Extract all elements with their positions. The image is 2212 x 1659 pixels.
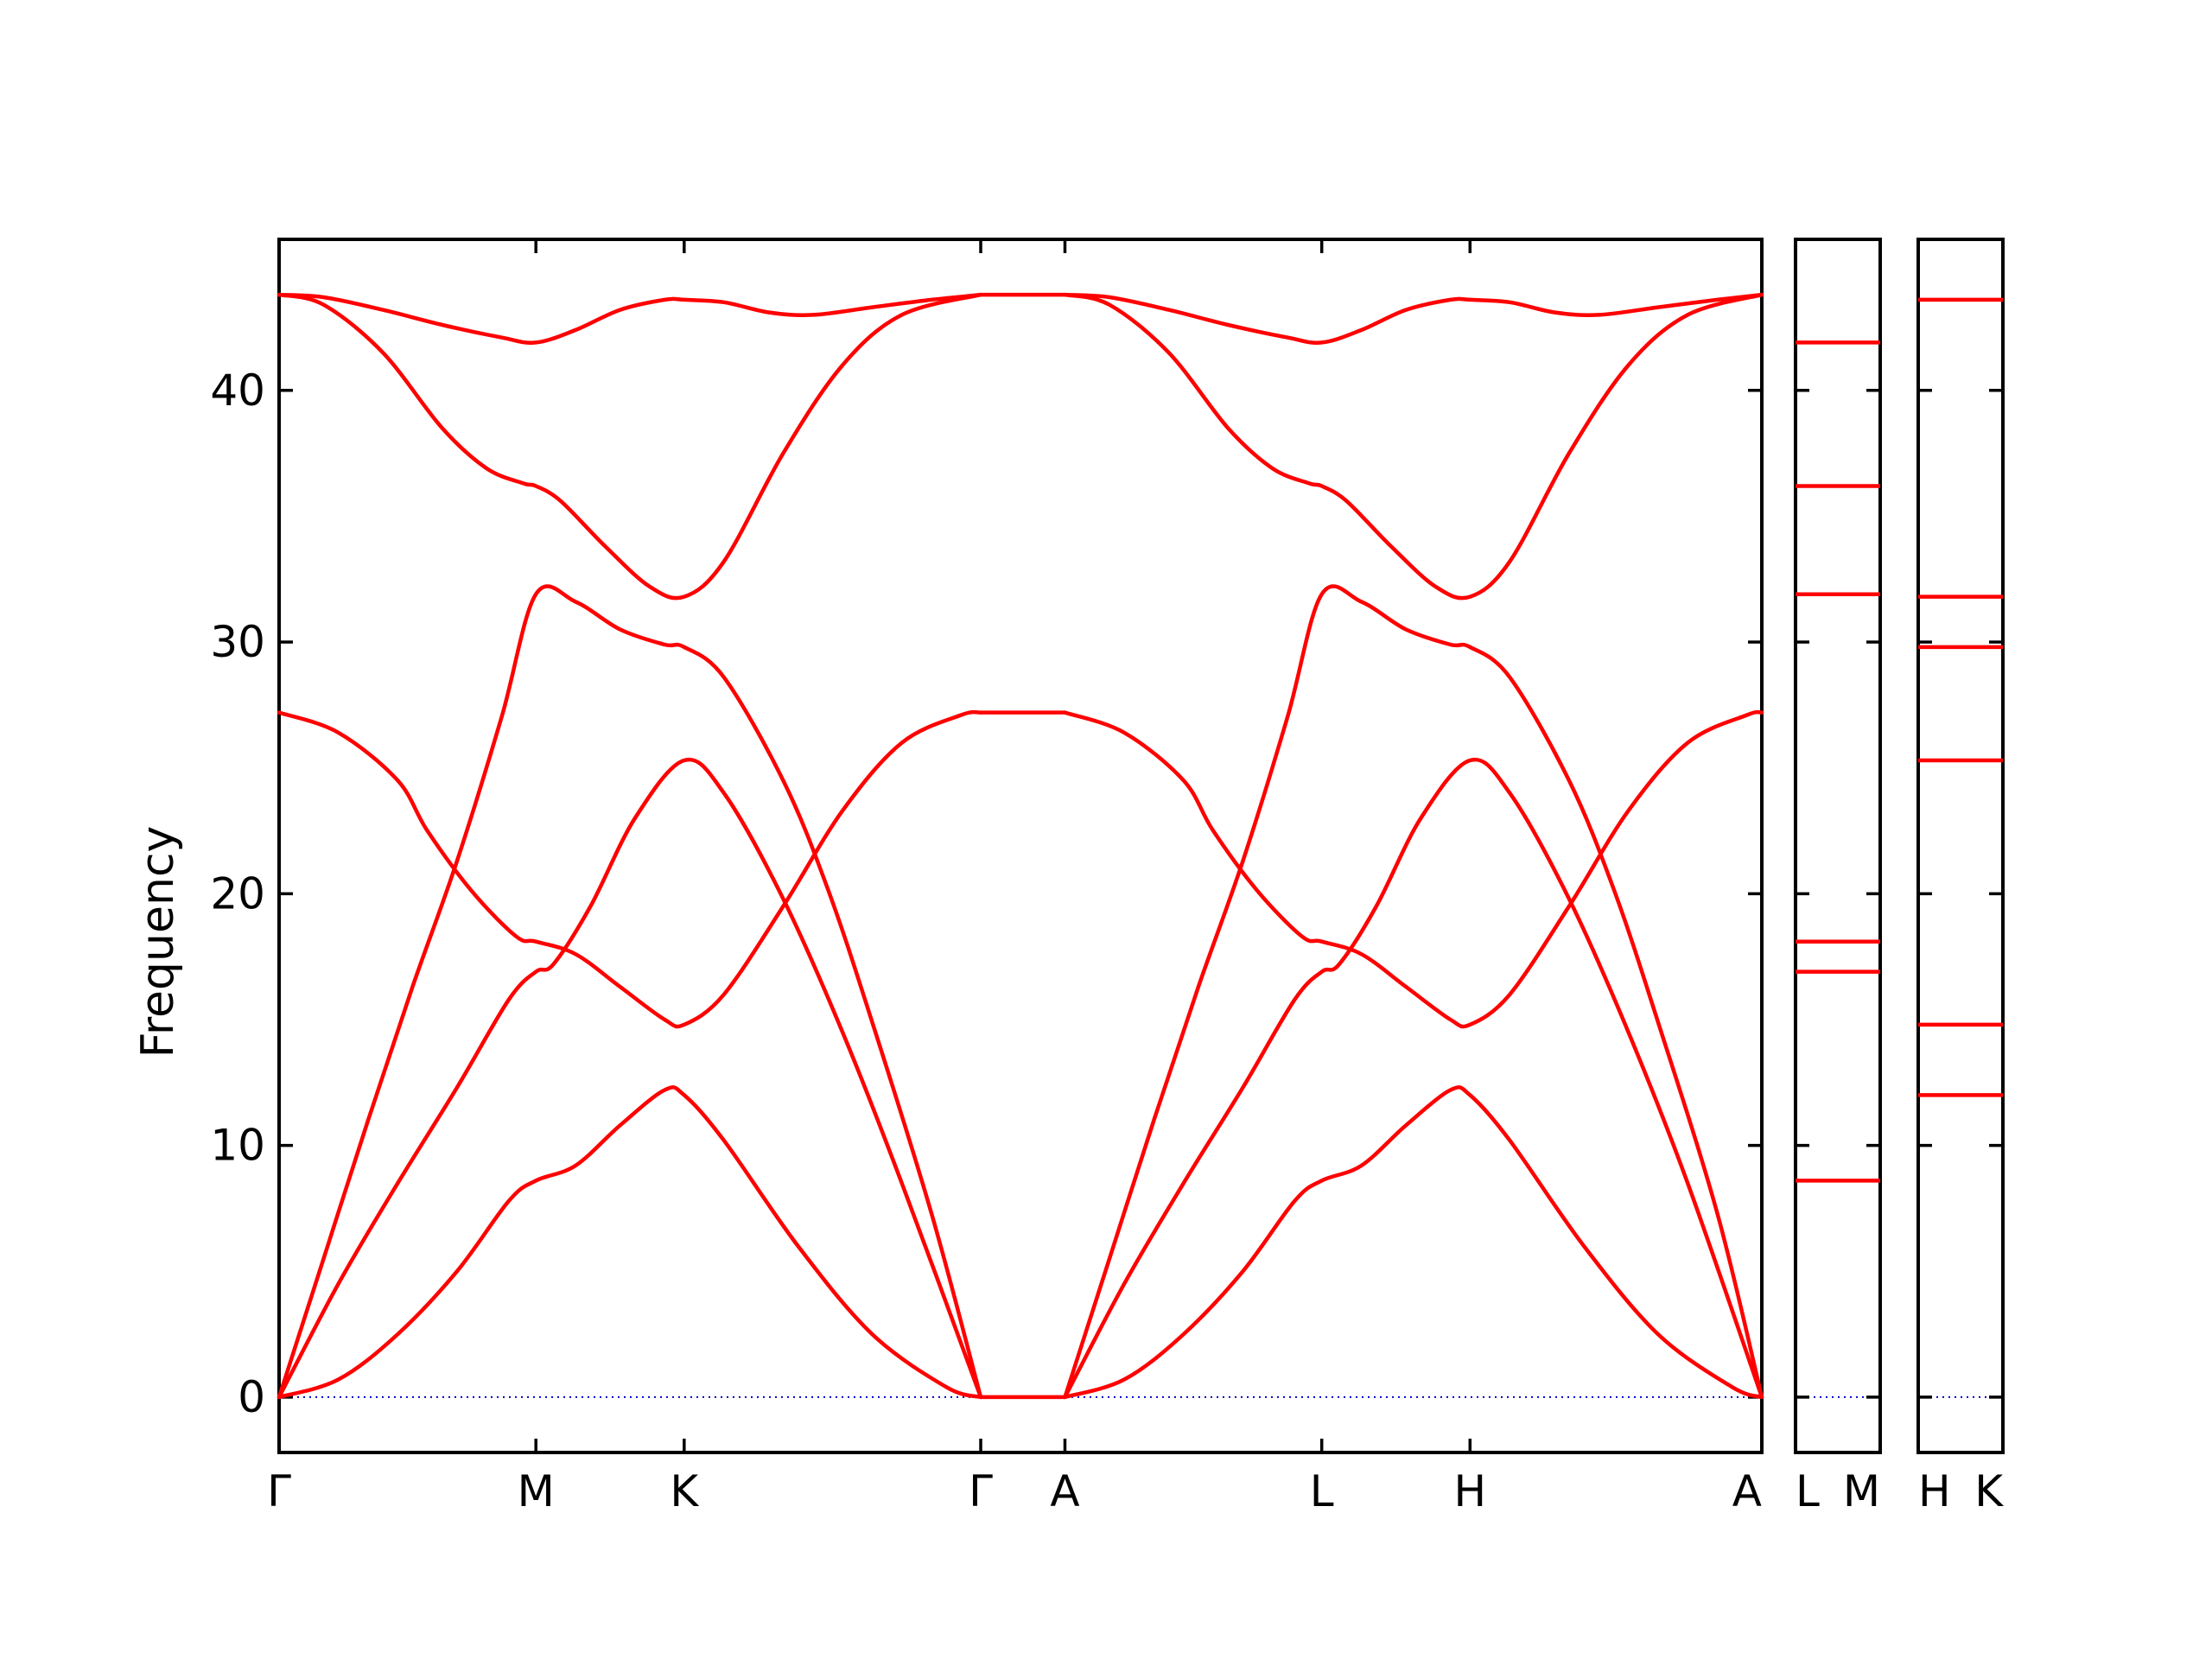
band-line-15 (1063, 292, 1764, 345)
band-line-5 (276, 292, 983, 601)
band-line-10 (1063, 1085, 1764, 1400)
side0-frame (1794, 238, 1882, 1454)
y-tick-label: 20 (210, 868, 265, 918)
x-tick-label: A (1732, 1466, 1762, 1516)
main-band-panel: 0 10 20 30 40 Γ M K Γ A L H A (210, 238, 1764, 1516)
y-tick-label: 40 (210, 365, 265, 416)
band-line-6 (276, 292, 983, 345)
x-tick-label: L (1310, 1466, 1334, 1516)
band-line-2 (276, 757, 983, 1400)
y-tick-label: 0 (238, 1372, 265, 1422)
band-line-13 (1063, 709, 1764, 1029)
band-line-11 (1063, 757, 1764, 1400)
main-frame (277, 238, 1764, 1454)
y-axis-label: Frequency (132, 826, 184, 1058)
x-tick-label: K (670, 1466, 699, 1516)
band-line-12 (1063, 584, 1764, 1400)
band-line-4 (276, 709, 983, 1029)
side1-frame (1916, 238, 2005, 1454)
x-tick-label: H (1918, 1466, 1951, 1516)
band-line-3 (276, 584, 983, 1400)
band-line-14 (1063, 292, 1764, 601)
x-tick-label: Γ (969, 1466, 993, 1516)
x-tick-label: Γ (267, 1466, 291, 1516)
x-tick-label: L (1796, 1466, 1820, 1516)
x-tick-label: M (518, 1466, 555, 1516)
x-tick-label: K (1974, 1466, 2004, 1516)
x-tick-label: M (1843, 1466, 1880, 1516)
x-tick-label: A (1050, 1466, 1079, 1516)
band-line-1 (276, 1085, 983, 1400)
x-tick-label: H (1453, 1466, 1486, 1516)
y-tick-label: 30 (210, 617, 265, 667)
y-tick-label: 10 (210, 1121, 265, 1171)
